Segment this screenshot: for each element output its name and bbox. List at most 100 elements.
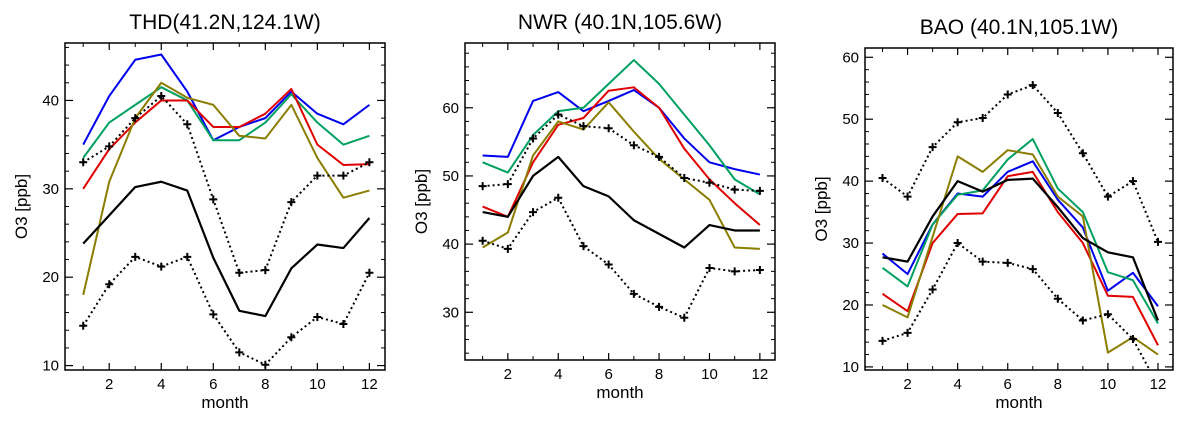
series-line-2 [82,86,370,159]
data-point-marker [730,185,739,194]
data-point-marker [1103,310,1112,319]
series-line-2 [482,59,761,196]
x-tick-label: 10 [701,366,718,383]
x-tick-label: 12 [752,366,769,383]
data-point-marker [287,198,296,207]
data-point-marker [928,285,937,294]
data-point-marker [131,114,140,123]
data-point-marker [655,302,664,311]
y-tick-label: 10 [842,359,859,376]
y-tick-label: 30 [42,181,59,198]
series-group [79,53,374,369]
data-point-marker [1128,177,1137,186]
data-point-marker [579,122,588,131]
data-point-marker [503,244,512,253]
data-point-marker [183,252,192,261]
x-tick-label: 12 [361,376,378,393]
y-tick-label: 40 [842,173,859,190]
data-point-marker [928,143,937,152]
y-tick-label: 60 [842,49,859,66]
y-tick-label: 30 [842,235,859,252]
data-point-marker [903,192,912,201]
x-tick-label: 8 [1054,376,1062,393]
y-tick-label: 50 [442,168,459,185]
data-point-marker [554,110,563,119]
series-line-2 [881,138,1159,325]
data-point-marker [705,263,714,272]
x-tick-label: 6 [209,376,217,393]
panel-1: THD(41.2N,124.1W) 2 4 6 8 10 12 10 20 30 40 month O3… [12,11,386,412]
plot-frame [464,42,776,361]
y-tick-label: 40 [442,236,459,253]
series-line-4 [82,81,370,296]
y-tick-label: 20 [42,269,59,286]
series-line-3 [881,170,1159,346]
data-point-marker [503,180,512,189]
x-tick-label: 8 [261,376,269,393]
y-tick-label: 10 [42,358,59,375]
data-point-marker [730,267,739,276]
x-tick-label: 4 [157,376,165,393]
data-point-marker [903,328,912,337]
x-tick-label: 2 [903,376,911,393]
data-point-marker [705,178,714,187]
data-point-marker [235,268,244,277]
data-point-marker [209,195,218,204]
series-line-1 [82,53,370,146]
plot-frame [864,47,1174,371]
data-point-marker [1028,265,1037,274]
data-point-marker [554,193,563,202]
y-tick-label: 20 [842,297,859,314]
series-group [478,59,764,322]
series-group [878,81,1162,370]
data-point-marker [529,208,538,217]
data-point-marker [655,152,664,161]
x-tick-label: 2 [105,376,113,393]
data-point-marker [339,320,348,329]
x-tick-label: 4 [554,366,562,383]
y-tick-label: 40 [42,92,59,109]
panel-3: BAO (40.1N,105.1W) 2 4 6 8 10 12 10 20 30 40 50 60 mo… [812,16,1174,412]
data-point-marker [1003,90,1012,99]
y-axis-label: O3 [ppb] [12,174,31,239]
data-point-marker [1153,237,1162,246]
chart-title: NWR (40.1N,105.6W) [518,11,722,34]
chart-title: THD(41.2N,124.1W) [129,11,320,34]
data-point-marker [953,239,962,248]
data-point-marker [131,252,140,261]
x-axis-label: month [201,393,248,412]
data-point-marker [629,141,638,150]
series-line-6 [482,113,760,192]
y-tick-label: 30 [442,304,459,321]
y-axis-label: O3 [ppb] [412,169,431,234]
data-point-marker [339,171,348,180]
series-line-5 [882,177,1159,321]
data-point-marker [629,289,638,298]
data-point-marker [313,171,322,180]
data-point-marker [105,280,114,289]
data-point-marker [604,124,613,133]
x-axis-label: month [995,393,1042,412]
data-point-marker [878,336,887,345]
data-point-marker [978,257,987,266]
data-point-marker [287,333,296,342]
data-point-marker [604,260,613,269]
data-point-marker [755,266,764,275]
data-point-marker [261,266,270,275]
series-line-5 [82,180,371,318]
x-tick-label: 10 [309,376,326,393]
data-point-marker [79,321,88,330]
chart-title: BAO (40.1N,105.1W) [920,16,1118,39]
data-point-marker [579,242,588,251]
data-point-marker [261,360,270,369]
data-point-marker [478,182,487,191]
series-line-4 [882,149,1159,356]
data-point-marker [365,158,374,167]
data-point-marker [1128,335,1137,344]
data-point-marker [235,348,244,357]
x-tick-label: 2 [504,366,512,383]
series-line-7 [482,196,760,319]
data-point-marker [365,268,374,277]
